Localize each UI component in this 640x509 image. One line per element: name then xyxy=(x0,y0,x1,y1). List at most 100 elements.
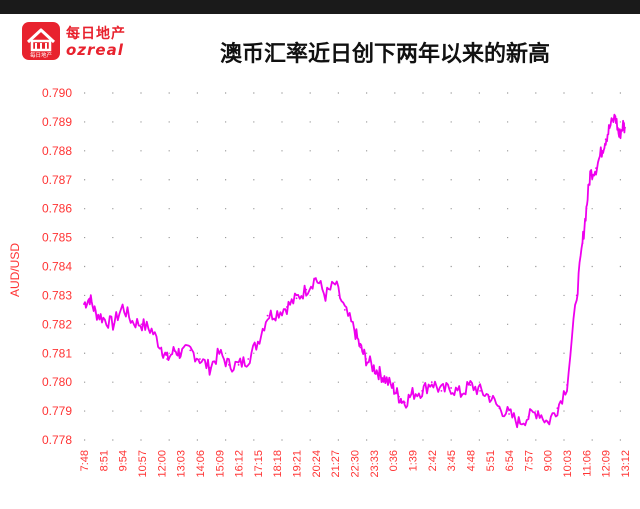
x-tick-label: 23:33 xyxy=(369,450,381,478)
data-point xyxy=(469,384,472,386)
data-point xyxy=(384,378,387,381)
data-point xyxy=(600,149,603,152)
data-point xyxy=(566,384,568,386)
x-tick-label: 22:30 xyxy=(350,450,362,478)
y-tick-label: 0.787 xyxy=(42,173,72,187)
y-tick-label: 0.779 xyxy=(42,404,72,418)
data-point xyxy=(614,115,617,118)
data-point xyxy=(295,297,298,300)
data-point xyxy=(237,363,240,366)
data-point xyxy=(608,126,611,129)
data-point xyxy=(479,389,481,392)
data-point xyxy=(173,349,176,352)
x-tick-label: 7:48 xyxy=(79,450,91,471)
series-layer xyxy=(83,113,626,429)
data-point xyxy=(508,413,510,415)
x-tick-label: 10:03 xyxy=(562,450,574,478)
data-point xyxy=(276,311,279,314)
data-point xyxy=(343,308,346,311)
x-tick-label: 5:51 xyxy=(485,450,497,471)
data-point xyxy=(440,389,443,392)
data-point xyxy=(618,135,621,138)
x-tick-label: 1:39 xyxy=(407,450,419,471)
chart-title: 澳币汇率近日创下两年以来的新高 xyxy=(219,41,550,67)
y-tick-label: 0.782 xyxy=(42,317,72,331)
data-point xyxy=(247,358,250,360)
data-point xyxy=(459,392,462,395)
x-tick-label: 10:57 xyxy=(137,450,149,478)
data-point xyxy=(324,294,327,297)
x-tick-label: 14:06 xyxy=(195,450,207,478)
logo-chinese-text: 每日地产 xyxy=(66,26,126,42)
data-point xyxy=(131,320,134,323)
data-point xyxy=(353,329,356,332)
data-point xyxy=(581,242,584,245)
x-tick-label: 16:12 xyxy=(234,450,246,478)
y-tick-label: 0.786 xyxy=(42,202,72,216)
data-point xyxy=(150,329,153,332)
data-point xyxy=(365,358,367,360)
x-tick-label: 13:03 xyxy=(176,450,188,478)
y-tick-label: 0.781 xyxy=(42,346,72,360)
x-tick-label: 9:00 xyxy=(543,450,555,471)
data-point xyxy=(102,317,105,320)
data-point xyxy=(88,297,91,300)
logo-badge-text: 每日地产 xyxy=(30,51,53,59)
data-point xyxy=(218,352,221,355)
data-point xyxy=(430,381,433,384)
y-tick-label: 0.783 xyxy=(42,288,72,302)
y-tick-label: 0.784 xyxy=(42,260,72,274)
x-axis-ticks: 7:48 8:51 9:54 10:57 12:00 13:03 14:06 15:09 16:… xyxy=(79,450,632,478)
data-point xyxy=(166,358,168,360)
data-point xyxy=(266,314,269,317)
data-point xyxy=(622,123,624,126)
data-point xyxy=(556,407,559,410)
y-tick-label: 0.790 xyxy=(42,86,72,100)
data-point xyxy=(604,138,607,141)
y-tick-label: 0.785 xyxy=(42,231,72,245)
x-tick-label: 8:51 xyxy=(98,450,110,471)
series-line xyxy=(83,113,626,429)
x-tick-label: 12:00 xyxy=(156,450,168,478)
x-tick-label: 0:36 xyxy=(388,450,400,471)
data-point xyxy=(624,126,626,129)
data-point xyxy=(228,363,230,366)
data-point xyxy=(595,167,597,170)
x-tick-label: 21:27 xyxy=(330,450,342,478)
x-tick-label: 2:42 xyxy=(427,450,439,471)
y-axis-label: AUD/USD xyxy=(8,243,22,297)
house-icon: 每日地产 xyxy=(22,22,60,60)
y-tick-label: 0.780 xyxy=(42,375,72,389)
data-point xyxy=(488,395,491,398)
logo-english-text: ozreal xyxy=(66,41,124,59)
data-point xyxy=(256,340,259,343)
data-point xyxy=(421,389,424,392)
data-point xyxy=(94,311,97,314)
data-point xyxy=(160,346,163,349)
data-point xyxy=(121,306,124,308)
x-tick-label: 13:12 xyxy=(620,450,632,478)
data-point xyxy=(314,277,317,279)
y-tick-label: 0.789 xyxy=(42,115,72,129)
x-tick-label: 20:24 xyxy=(311,450,323,478)
data-point xyxy=(450,387,453,389)
y-tick-label: 0.778 xyxy=(42,433,72,447)
x-tick-label: 18:18 xyxy=(272,450,284,478)
data-point xyxy=(334,282,337,285)
x-tick-label: 17:15 xyxy=(253,450,265,478)
brand-logo: 每日地产 每日地产 ozreal xyxy=(22,22,134,60)
data-point xyxy=(585,207,588,210)
data-point xyxy=(112,323,114,326)
x-tick-label: 6:54 xyxy=(504,450,516,471)
data-point xyxy=(179,352,182,355)
data-point xyxy=(372,366,375,369)
data-point xyxy=(305,288,308,291)
top-bar xyxy=(0,0,640,14)
data-point xyxy=(398,395,400,398)
data-point xyxy=(411,392,414,395)
data-point xyxy=(392,387,395,389)
data-point xyxy=(359,346,362,349)
data-point xyxy=(141,323,143,326)
x-tick-label: 11:06 xyxy=(581,450,593,477)
data-point xyxy=(527,415,530,418)
